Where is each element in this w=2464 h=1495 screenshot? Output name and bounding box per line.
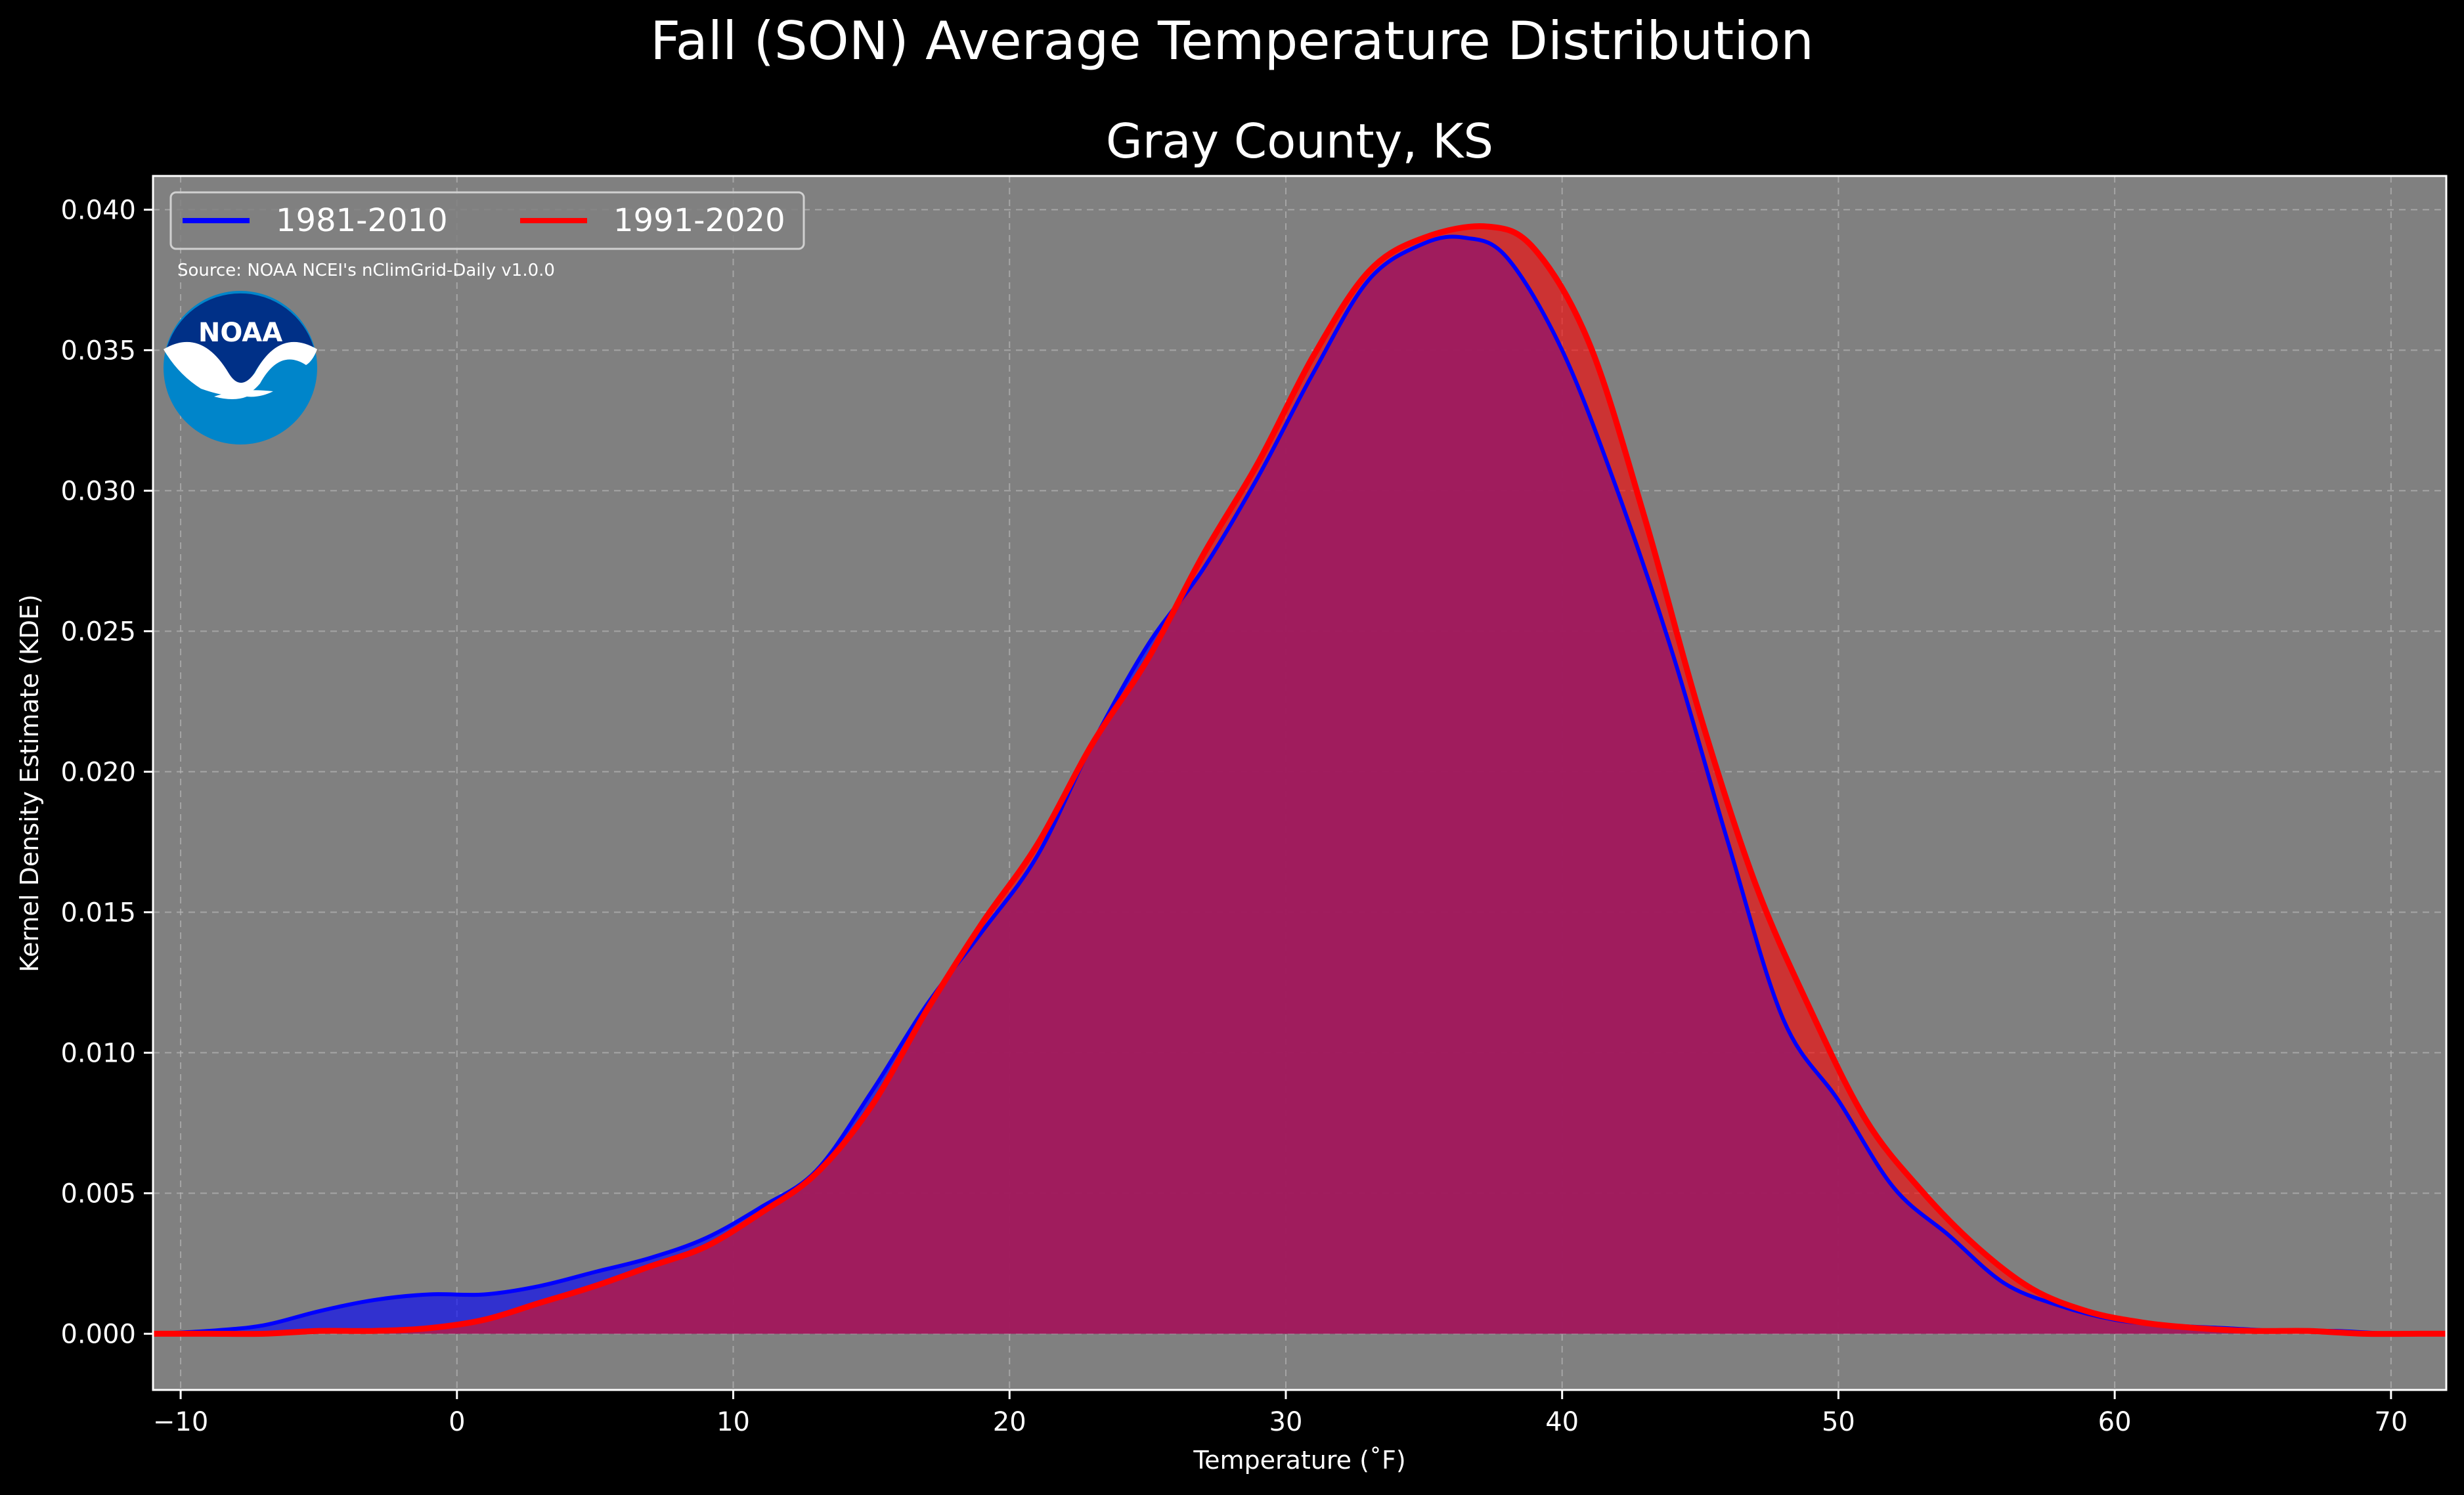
series-line-1981-2010: [152, 234, 2447, 1336]
y-tick-label: 0.000: [60, 1319, 136, 1349]
y-tick-label: 0.030: [60, 476, 136, 506]
legend-label-1991-2020: 1991-2020: [613, 202, 785, 239]
x-tick-label: 50: [1822, 1407, 1855, 1437]
y-tick-label: 0.005: [60, 1179, 136, 1209]
x-axis-label: Temperature (˚F): [1193, 1446, 1405, 1475]
source-note: Source: NOAA NCEI's nClimGrid-Daily v1.0…: [177, 261, 555, 280]
x-tick-label: 30: [1269, 1407, 1303, 1437]
x-tick-label: 10: [716, 1407, 750, 1437]
y-axis-label: Kernel Density Estimate (KDE): [15, 594, 44, 972]
x-tick-label: 0: [449, 1407, 465, 1437]
y-tick-label: 0.035: [60, 336, 136, 366]
logo-upper-dome: [167, 293, 314, 384]
x-axis: −10 0 10 20 30 40 50 60 70: [153, 1390, 2408, 1437]
y-axis: 0.000 0.005 0.010 0.015 0.020 0.025 0.030 0.035…: [60, 195, 153, 1349]
logo-text: NOAA: [198, 318, 282, 348]
plot-area: [152, 175, 2448, 1391]
y-tick-label: 0.040: [60, 195, 136, 225]
logo-gull-tail: [214, 390, 273, 399]
series-line-1991-2020: [153, 223, 2446, 1337]
plot-border: [152, 175, 2448, 1391]
x-tick-label: 20: [993, 1407, 1026, 1437]
x-tick-label: 60: [2098, 1407, 2132, 1437]
series-lines: [152, 223, 2447, 1337]
series-fills: [153, 226, 2446, 1334]
series-overlap-fill: [153, 236, 2446, 1334]
legend-frame: [169, 191, 805, 250]
y-tick-label: 0.010: [60, 1038, 136, 1068]
y-tick-label: 0.015: [60, 898, 136, 928]
figure-suptitle: Fall (SON) Average Temperature Distribut…: [650, 11, 1814, 72]
legend-label-1981-2010: 1981-2010: [276, 202, 448, 239]
x-tick-label: −10: [153, 1407, 208, 1437]
chart-title: Gray County, KS: [1106, 114, 1493, 169]
y-tick-label: 0.025: [60, 617, 136, 647]
x-tick-label: 70: [2374, 1407, 2408, 1437]
logo-gull-wing: [164, 341, 317, 395]
x-tick-label: 40: [1545, 1407, 1579, 1437]
y-tick-label: 0.020: [60, 757, 136, 787]
noaa-logo-icon: NOAA: [164, 291, 317, 444]
legend: 1981-2010 1991-2020: [169, 191, 805, 250]
